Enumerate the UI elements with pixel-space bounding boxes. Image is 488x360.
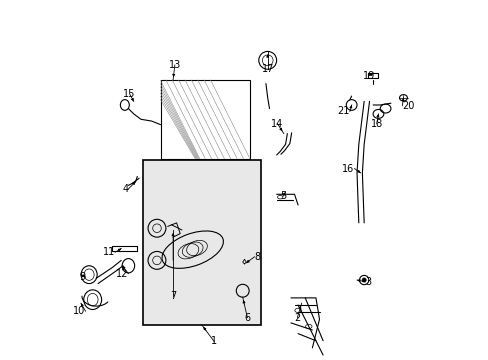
Text: 6: 6 [244,312,250,323]
Text: 14: 14 [271,118,283,129]
Text: 10: 10 [73,306,85,316]
Text: 21: 21 [337,107,349,116]
Text: 19: 19 [362,71,374,81]
Text: 9: 9 [79,272,85,282]
Text: 3: 3 [365,277,370,287]
Text: 8: 8 [254,252,260,262]
FancyBboxPatch shape [142,160,260,325]
Text: 1: 1 [211,337,217,346]
Circle shape [361,278,366,282]
Bar [160,80,249,158]
Text: 11: 11 [103,247,115,257]
Text: 13: 13 [168,60,181,70]
Text: 7: 7 [170,291,176,301]
Text: 2: 2 [294,312,300,323]
Text: 4: 4 [122,184,128,194]
Text: 15: 15 [123,89,135,99]
Text: 18: 18 [370,118,382,129]
Text: 12: 12 [116,269,128,279]
Text: 17: 17 [261,64,273,73]
Text: 20: 20 [402,101,414,111]
Text: 5: 5 [280,191,285,201]
Text: 16: 16 [342,163,354,174]
